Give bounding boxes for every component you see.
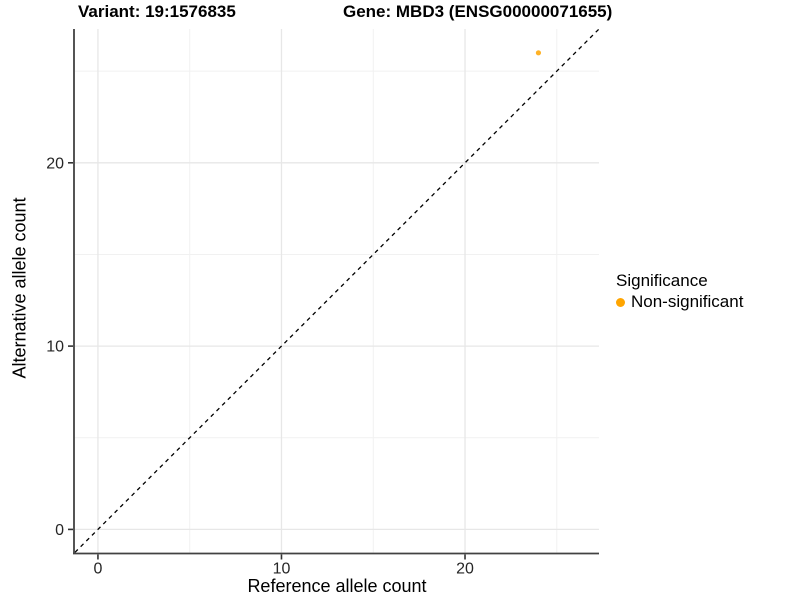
y-tick-label: 10	[46, 339, 64, 356]
y-tick-label: 20	[46, 155, 64, 172]
y-tick-label: 0	[55, 522, 64, 539]
minor-gridlines	[75, 29, 599, 553]
legend-items: Non-significant	[616, 292, 743, 312]
plot-title-gene: Gene: MBD3 (ENSG00000071655)	[343, 2, 613, 21]
x-tick-label: 10	[273, 561, 291, 578]
legend-key-dot-icon	[616, 297, 625, 307]
axis-lines	[73, 29, 599, 555]
x-tick-label: 0	[93, 561, 102, 578]
x-axis-title: Reference allele count	[247, 576, 427, 596]
legend: Significance Non-significant	[616, 270, 743, 312]
data-point	[535, 50, 542, 56]
legend-item: Non-significant	[616, 292, 743, 312]
legend-item-label: Non-significant	[631, 292, 744, 311]
legend-title: Significance	[616, 271, 708, 290]
x-tick-label: 20	[456, 561, 474, 578]
identity-dashed-line	[74, 28, 600, 553]
tick-labels: 0 10 20 0 10 20	[46, 155, 474, 577]
data-points	[535, 50, 542, 56]
tick-marks	[68, 162, 466, 560]
plot-title-variant: Variant: 19:1576835	[78, 2, 236, 21]
major-gridlines	[75, 29, 599, 553]
